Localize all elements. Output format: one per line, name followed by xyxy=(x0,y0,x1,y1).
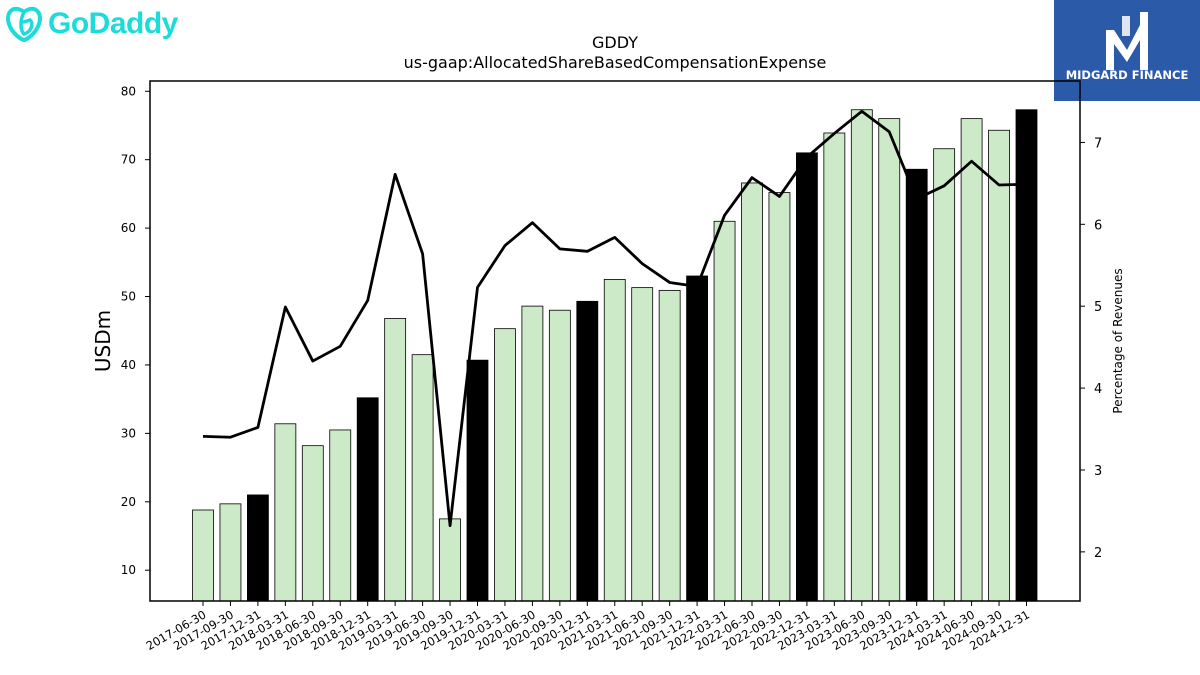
bar-2018-03-31 xyxy=(274,423,297,602)
y2-tick-label: 5 xyxy=(1094,300,1102,315)
y-tick-label: 30 xyxy=(121,426,136,440)
bar-2019-09-30 xyxy=(439,518,461,602)
godaddy-logo-icon xyxy=(6,6,42,43)
y2-tick-label: 2 xyxy=(1094,546,1102,561)
bar-2021-09-30 xyxy=(658,289,681,602)
bar-2021-12-31 xyxy=(686,275,708,602)
y2-tick-label: 7 xyxy=(1094,136,1102,151)
bar-2019-06-30 xyxy=(411,354,434,602)
y2-tick-label: 3 xyxy=(1094,464,1102,479)
midgard-logo-icon xyxy=(1106,12,1148,70)
chart-title: GDDY xyxy=(592,33,638,52)
bar-2020-12-31 xyxy=(576,300,599,602)
y2-tick-label: 6 xyxy=(1094,218,1102,233)
y-tick-label: 50 xyxy=(121,290,136,304)
bar-2019-03-31 xyxy=(384,318,407,602)
bar-2017-06-30 xyxy=(192,509,214,602)
y-tick-label: 10 xyxy=(121,563,136,577)
bar-2021-06-30 xyxy=(631,287,654,602)
bar-2020-06-30 xyxy=(521,305,544,602)
y-tick-label: 70 xyxy=(121,153,136,167)
x-axis: 2017-06-302017-09-302017-12-312018-03-31… xyxy=(144,601,1032,653)
midgard-logo-text: MIDGARD FINANCE xyxy=(1065,68,1189,82)
bar-2023-03-31 xyxy=(823,132,846,602)
line-layer xyxy=(202,109,1027,528)
y-tick-label: 40 xyxy=(121,358,136,372)
bar-2018-12-31 xyxy=(356,397,379,602)
bar-2022-09-30 xyxy=(768,192,791,602)
godaddy-logo: GoDaddy xyxy=(4,4,178,44)
bar-2018-06-30 xyxy=(301,445,324,602)
bar-2022-06-30 xyxy=(741,182,763,602)
bar-2023-06-30 xyxy=(850,109,873,602)
midgard-finance-logo: MIDGARD FINANCE xyxy=(1054,0,1200,101)
bar-2020-03-31 xyxy=(494,328,516,602)
revenue-percentage-line xyxy=(202,109,1027,528)
bars-layer xyxy=(192,109,1038,602)
y-tick-label: 60 xyxy=(121,221,136,235)
bar-2024-06-30 xyxy=(960,118,983,602)
bar-2023-12-31 xyxy=(905,168,928,602)
bar-2023-09-30 xyxy=(878,118,901,602)
bar-2022-12-31 xyxy=(796,152,818,602)
bar-2018-09-30 xyxy=(329,429,352,602)
y2-tick-label: 4 xyxy=(1094,382,1102,397)
y2-axis-label: Percentage of Revenues xyxy=(1111,268,1125,413)
bar-2024-09-30 xyxy=(988,129,1010,602)
bar-2017-09-30 xyxy=(219,503,242,602)
godaddy-logo-text: GoDaddy xyxy=(48,7,178,40)
chart-subtitle: us-gaap:AllocatedShareBasedCompensationE… xyxy=(404,53,827,72)
bar-2021-03-31 xyxy=(603,279,626,602)
y-tick-label: 80 xyxy=(121,84,136,98)
y-axis-label: USDm xyxy=(91,310,115,372)
y-tick-label: 20 xyxy=(121,495,136,509)
bar-2019-12-31 xyxy=(466,359,489,602)
y-axis-right: 2 3 4 5 6 7 xyxy=(1080,136,1102,561)
bar-2022-03-31 xyxy=(713,220,736,602)
bar-2024-03-31 xyxy=(933,148,956,602)
bar-2020-09-30 xyxy=(548,309,571,602)
bar-2017-12-31 xyxy=(246,494,269,602)
y-axis-left: 10 20 30 40 50 60 70 80 xyxy=(121,84,150,577)
